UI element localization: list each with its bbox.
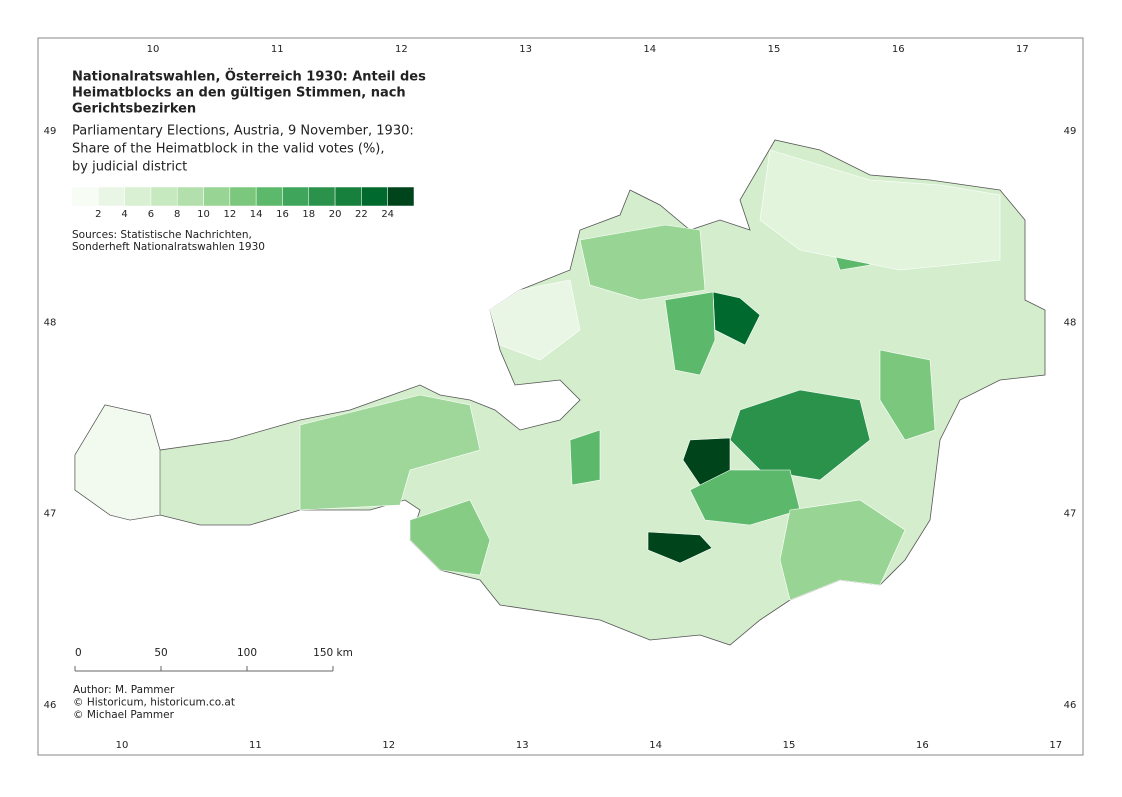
legend-swatch: [255, 186, 283, 207]
latitude-label: 46: [1064, 700, 1077, 711]
longitude-label: 12: [382, 740, 395, 751]
longitude-label: 13: [519, 44, 532, 55]
legend-label: 14: [250, 209, 263, 220]
legend-label: 20: [329, 209, 342, 220]
map-title: Gerichtsbezirken: [72, 102, 196, 117]
latitude-label: 47: [1064, 509, 1077, 520]
latitude-label: 46: [44, 700, 57, 711]
legend-swatch: [282, 186, 310, 207]
sources: Sonderheft Nationalratswahlen 1930: [72, 241, 265, 253]
region: [879, 349, 936, 441]
region: [647, 531, 713, 564]
region: [299, 394, 481, 511]
legend-label: 6: [148, 209, 154, 220]
longitude-label: 13: [516, 740, 529, 751]
austria-map: [74, 139, 1046, 646]
map-subtitle: Parliamentary Elections, Austria, 9 Nove…: [72, 124, 414, 139]
region: [569, 429, 601, 486]
longitude-label: 14: [643, 44, 656, 55]
longitude-label: 16: [892, 44, 905, 55]
legend-label: 16: [276, 209, 289, 220]
legend-swatch: [334, 186, 362, 207]
region: [729, 389, 871, 481]
credits: © Historicum, historicum.co.at: [73, 697, 235, 709]
region: [74, 404, 161, 521]
legend-swatch: [361, 186, 388, 207]
longitude-label: 11: [249, 740, 262, 751]
credits: Author: M. Pammer: [73, 684, 175, 696]
credits: © Michael Pammer: [73, 709, 175, 721]
legend-swatch: [387, 186, 415, 207]
legend-label: 4: [121, 209, 127, 220]
region: [779, 499, 906, 601]
region: [409, 499, 491, 576]
map-title: Nationalratswahlen, Österreich 1930: Ant…: [72, 69, 426, 85]
legend-swatch: [176, 186, 204, 207]
scale-label: 100: [237, 647, 257, 659]
map-subtitle: by judicial district: [72, 160, 187, 175]
scale-label: 0: [75, 647, 82, 659]
longitude-label: 10: [116, 740, 129, 751]
region: [489, 279, 581, 361]
legend-label: 18: [302, 209, 315, 220]
legend-swatch: [308, 186, 336, 207]
longitude-label: 12: [395, 44, 408, 55]
longitude-label: 16: [916, 740, 929, 751]
frame: [37, 37, 1084, 756]
region: [579, 224, 706, 301]
sources: Sources: Statistische Nachrichten,: [72, 229, 252, 241]
longitude-label: 14: [649, 740, 662, 751]
longitude-label: 15: [768, 44, 781, 55]
latitude-label: 48: [1064, 317, 1077, 328]
longitude-label: 10: [147, 44, 160, 55]
region: [712, 291, 761, 346]
legend-label: 8: [174, 209, 180, 220]
legend-label: 2: [95, 209, 101, 220]
region: [689, 469, 801, 526]
legend-label: 10: [197, 209, 210, 220]
legend-label: 22: [355, 209, 368, 220]
longitude-label: 17: [1016, 44, 1029, 55]
scale-label: 50: [154, 647, 167, 659]
legend-label: 24: [381, 209, 394, 220]
latitude-label: 49: [1064, 126, 1077, 137]
legend-label: 12: [223, 209, 236, 220]
legend-swatch: [98, 186, 125, 207]
legend-swatch: [71, 186, 99, 207]
longitude-label: 15: [783, 740, 796, 751]
scale-label: 150 km: [313, 647, 353, 659]
longitude-label: 17: [1049, 740, 1062, 751]
latitude-label: 47: [44, 509, 57, 520]
map-subtitle: Share of the Heimatblock in the valid vo…: [72, 142, 385, 157]
legend-swatch: [203, 186, 231, 207]
region: [759, 149, 1001, 271]
latitude-label: 49: [44, 126, 57, 137]
longitude-label: 11: [271, 44, 284, 55]
legend-swatch: [124, 186, 152, 207]
legend-swatch: [150, 186, 178, 207]
map-title: Heimatblocks an den gültigen Stimmen, na…: [72, 86, 406, 101]
latitude-label: 48: [44, 317, 57, 328]
legend-swatch: [229, 186, 257, 207]
region: [664, 291, 716, 376]
